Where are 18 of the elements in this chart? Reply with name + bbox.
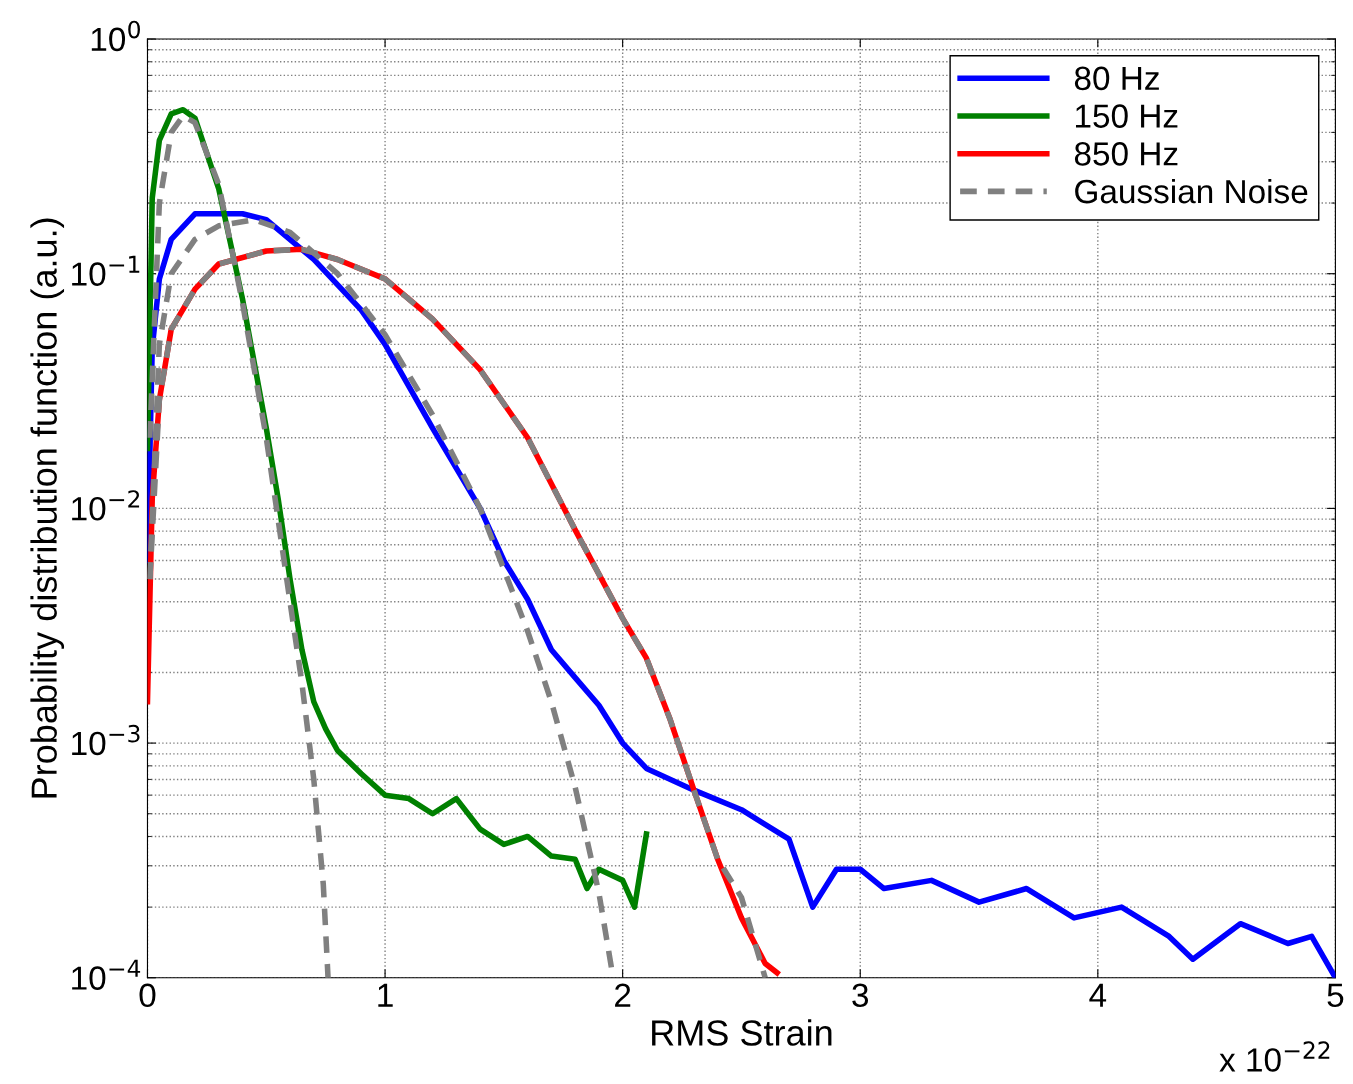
legend-label: 150 Hz: [1075, 104, 1178, 128]
text: x 10$^{−22}$: [1219, 1041, 1330, 1072]
x-tick-label: 5: [1327, 983, 1344, 1008]
y-tick-label: 10$^{−1}$: [72, 255, 140, 286]
legend-label: 850 Hz: [1074, 142, 1178, 166]
x-tick-label: 1: [378, 983, 393, 1007]
x-tick-label: 4: [1089, 983, 1107, 1007]
x-tick-label: 3: [852, 983, 869, 1008]
y-tick-label: 10$^{−3}$: [72, 724, 140, 756]
x-tick-label: 0: [139, 983, 156, 1008]
y-axis-title: Probability distribution function (a.u.): [30, 218, 65, 798]
y-tick-label: 10$^{0}$: [91, 20, 140, 52]
legend-label: 80 Hz: [1074, 66, 1159, 91]
legend-label: Gaussian Noise: [1075, 178, 1308, 204]
x-axis-title: RMS Strain: [652, 1019, 832, 1046]
x-tick-label: 2: [615, 983, 631, 1007]
y-tick-label: 10$^{−4}$: [72, 959, 141, 990]
y-tick-label: 10$^{−2}$: [72, 490, 140, 521]
